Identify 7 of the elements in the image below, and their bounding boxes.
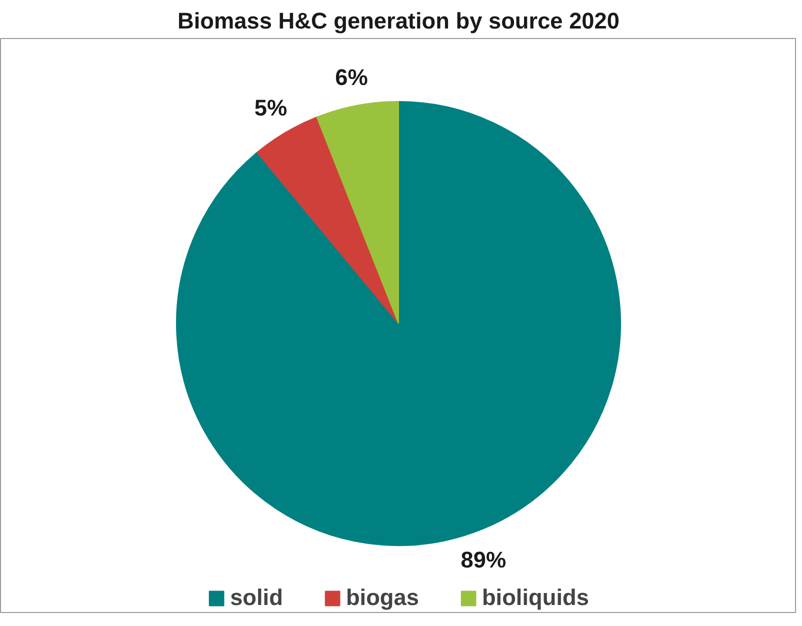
legend-label: solid (230, 584, 283, 611)
data-label: 5% (254, 94, 288, 121)
data-label: 89% (460, 546, 506, 573)
legend-label: biogas (346, 584, 419, 611)
chart-title: Biomass H&C generation by source 2020 (178, 8, 620, 34)
data-label: 6% (335, 64, 368, 90)
legend-label: bioliquids (482, 584, 589, 611)
